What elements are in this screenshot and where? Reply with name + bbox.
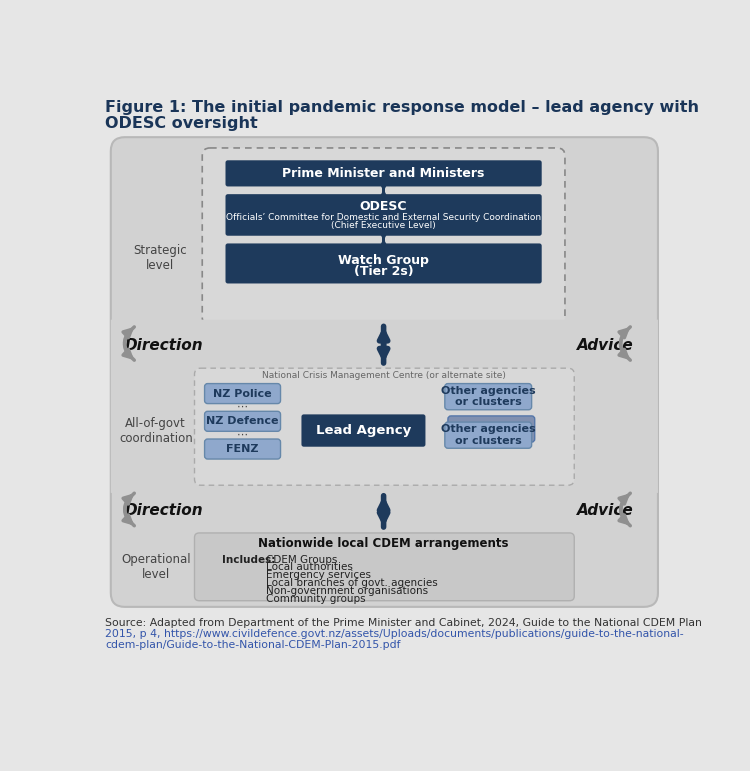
Text: Includes:: Includes: xyxy=(222,554,275,564)
FancyBboxPatch shape xyxy=(205,384,280,403)
FancyBboxPatch shape xyxy=(194,369,574,485)
Text: Advice: Advice xyxy=(577,503,634,518)
Text: Prime Minister and Ministers: Prime Minister and Ministers xyxy=(283,167,484,180)
FancyBboxPatch shape xyxy=(445,422,532,448)
FancyBboxPatch shape xyxy=(205,439,280,459)
FancyBboxPatch shape xyxy=(448,416,535,442)
Text: Strategic
level: Strategic level xyxy=(133,244,187,272)
Text: Other agencies
or clusters: Other agencies or clusters xyxy=(441,424,536,446)
FancyArrowPatch shape xyxy=(123,329,134,360)
FancyBboxPatch shape xyxy=(302,414,425,446)
Text: Direction: Direction xyxy=(124,503,202,518)
FancyArrowPatch shape xyxy=(123,493,134,523)
Text: Non-government organisations: Non-government organisations xyxy=(266,586,428,596)
Text: ODESC: ODESC xyxy=(360,200,407,213)
FancyBboxPatch shape xyxy=(202,148,565,325)
Text: NZ Defence: NZ Defence xyxy=(206,416,279,426)
Text: Source: Adapted from Department of the Prime Minister and Cabinet, 2024, Guide t: Source: Adapted from Department of the P… xyxy=(105,618,702,628)
Text: ODESC oversight: ODESC oversight xyxy=(105,116,258,130)
Text: Local branches of govt. agencies: Local branches of govt. agencies xyxy=(266,578,437,588)
Text: Nationwide local CDEM arrangements: Nationwide local CDEM arrangements xyxy=(258,537,509,550)
Text: Lead Agency: Lead Agency xyxy=(316,424,411,437)
FancyBboxPatch shape xyxy=(194,533,574,601)
Text: Officials’ Committee for Domestic and External Security Coordination: Officials’ Committee for Domestic and Ex… xyxy=(226,213,542,222)
FancyArrowPatch shape xyxy=(123,327,134,358)
Text: Local authorities: Local authorities xyxy=(266,562,352,572)
Text: NZ Police: NZ Police xyxy=(213,389,272,399)
FancyArrowPatch shape xyxy=(619,496,630,526)
Text: CDEM Groups: CDEM Groups xyxy=(266,554,338,564)
FancyArrowPatch shape xyxy=(123,496,134,526)
Text: Other agencies
or clusters: Other agencies or clusters xyxy=(441,386,536,407)
Text: Emergency services: Emergency services xyxy=(266,571,370,581)
Text: (Tier 2s): (Tier 2s) xyxy=(354,265,413,278)
Text: ⋯: ⋯ xyxy=(237,429,248,439)
FancyArrowPatch shape xyxy=(619,329,630,360)
Text: 2015, p 4, https://www.civildefence.govt.nz/assets/Uploads/documents/publication: 2015, p 4, https://www.civildefence.govt… xyxy=(105,629,684,639)
FancyBboxPatch shape xyxy=(226,160,542,187)
FancyBboxPatch shape xyxy=(445,384,532,409)
Text: National Crisis Management Centre (or alternate site): National Crisis Management Centre (or al… xyxy=(262,372,506,380)
Text: Direction: Direction xyxy=(124,338,202,352)
FancyBboxPatch shape xyxy=(111,362,658,493)
FancyBboxPatch shape xyxy=(111,320,658,362)
Text: FENZ: FENZ xyxy=(226,444,259,454)
Text: (Chief Executive Level): (Chief Executive Level) xyxy=(332,221,436,231)
Text: cdem-plan/Guide-to-the-National-CDEM-Plan-2015.pdf: cdem-plan/Guide-to-the-National-CDEM-Pla… xyxy=(105,640,400,650)
FancyArrowPatch shape xyxy=(619,327,630,358)
FancyBboxPatch shape xyxy=(226,244,542,284)
Text: Watch Group: Watch Group xyxy=(338,254,429,267)
Text: Community groups: Community groups xyxy=(266,594,365,604)
FancyBboxPatch shape xyxy=(205,411,280,431)
Text: Figure 1: The initial pandemic response model – lead agency with: Figure 1: The initial pandemic response … xyxy=(105,100,699,115)
FancyBboxPatch shape xyxy=(226,194,542,236)
Text: Operational
level: Operational level xyxy=(121,553,190,581)
Text: All-of-govt
coordination: All-of-govt coordination xyxy=(118,417,193,446)
Text: ⋯: ⋯ xyxy=(237,402,248,412)
Text: Advice: Advice xyxy=(577,338,634,352)
FancyArrowPatch shape xyxy=(619,493,630,523)
FancyBboxPatch shape xyxy=(111,137,658,607)
